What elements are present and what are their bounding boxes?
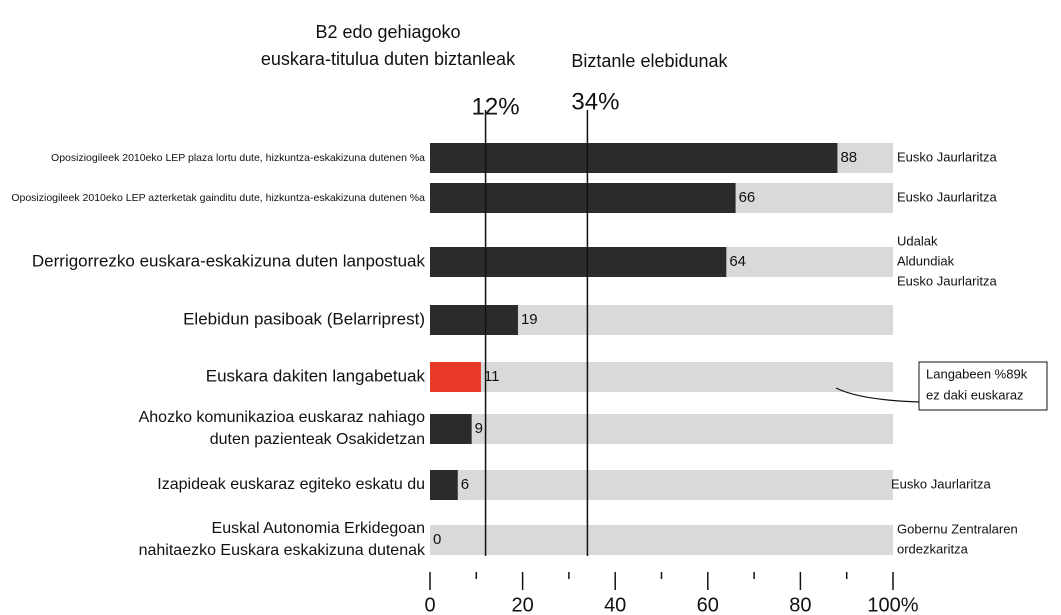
bar	[430, 247, 727, 277]
bar	[430, 362, 481, 392]
x-tick-label: 0	[424, 594, 435, 615]
category-label: nahitaezko Euskara eskakizuna dutenak	[139, 542, 426, 559]
reference-value: 12%	[472, 93, 520, 120]
value-label: 88	[840, 149, 857, 166]
source-label: Eusko Jaurlaritza	[891, 476, 991, 491]
value-label: 11	[484, 368, 500, 385]
background-bar	[430, 362, 893, 392]
value-label: 19	[521, 311, 538, 328]
x-tick-label: 60	[697, 594, 719, 615]
category-label: Oposiziogileek 2010eko LEP plaza lortu d…	[51, 152, 425, 164]
background-bar	[430, 414, 893, 444]
annotation-box	[918, 361, 1048, 411]
bar	[430, 143, 838, 173]
reference-value: 34%	[571, 88, 619, 115]
category-label: Oposiziogileek 2010eko LEP azterketak ga…	[11, 192, 425, 204]
reference-title: B2 edo gehiagoko	[315, 22, 460, 42]
category-label: Izapideak euskaraz egiteko eskatu du	[157, 476, 425, 493]
annotation-leader	[835, 387, 920, 403]
bar	[430, 305, 518, 335]
source-label: Eusko Jaurlaritza	[897, 189, 997, 204]
value-label: 0	[433, 531, 441, 548]
annotation-text: ez daki euskaraz	[926, 387, 1024, 402]
x-tick-label: 20	[511, 594, 533, 615]
value-label: 66	[739, 189, 756, 206]
value-label: 9	[475, 420, 483, 437]
reference-title: euskara-titulua duten biztanleak	[261, 49, 516, 69]
background-bar	[430, 525, 893, 555]
source-label: Aldundiak	[897, 253, 955, 268]
bar	[430, 183, 736, 213]
bar	[430, 470, 458, 500]
category-label: Euskara dakiten langabetuak	[206, 366, 426, 385]
bar	[430, 414, 472, 444]
source-label: Eusko Jaurlaritza	[897, 273, 997, 288]
source-label: ordezkaritza	[897, 541, 969, 556]
source-label: Udalak	[897, 233, 938, 248]
background-bar	[430, 470, 893, 500]
category-label: duten pazienteak Osakidetzan	[210, 431, 425, 448]
category-label: Ahozko komunikazioa euskaraz nahiago	[139, 409, 426, 426]
x-tick-label: 100%	[867, 594, 918, 615]
x-tick-label: 40	[604, 594, 626, 615]
value-label: 64	[729, 253, 746, 270]
category-label: Euskal Autonomia Erkidegoan	[212, 520, 425, 537]
annotation-text: Langabeen %89k	[926, 366, 1028, 381]
source-label: Gobernu Zentralaren	[897, 521, 1018, 536]
source-label: Eusko Jaurlaritza	[897, 149, 997, 164]
reference-title: Biztanle elebidunak	[571, 51, 728, 71]
category-label: Elebidun pasiboak (Belarriprest)	[183, 309, 425, 328]
category-label: Derrigorrezko euskara-eskakizuna duten l…	[32, 251, 426, 270]
x-tick-label: 80	[789, 594, 811, 615]
value-label: 6	[461, 476, 469, 493]
